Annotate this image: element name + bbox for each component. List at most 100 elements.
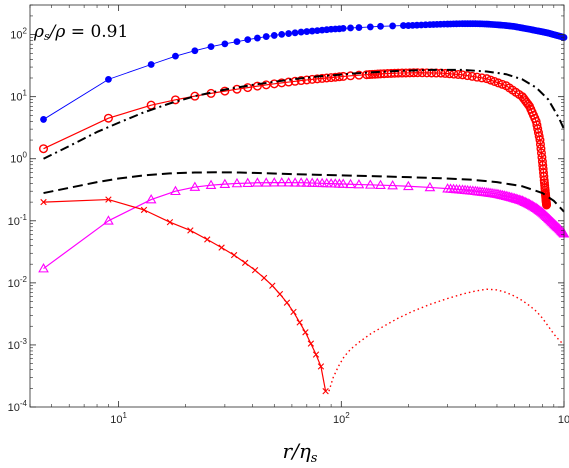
data-point-4-78	[522, 198, 534, 208]
data-point-0-3	[172, 52, 179, 60]
data-point-4-3	[170, 185, 181, 196]
data-point-1-70	[493, 78, 503, 88]
data-point-4-16	[301, 177, 313, 187]
data-point-4-8	[242, 177, 254, 187]
tick-layer: 101 102 10 102 101 100 10-1 10-2 10-3 10-4	[8, 4, 569, 426]
data-point-4-14	[289, 177, 301, 187]
data-point-1-23	[334, 72, 344, 82]
data-point-0-10	[262, 33, 270, 40]
data-point-1-18	[312, 74, 322, 84]
data-point-1-45	[367, 69, 377, 79]
y-tick-label: 100	[10, 151, 27, 166]
x-tick-label: 10	[558, 414, 569, 426]
data-point-4-25	[345, 178, 356, 189]
data-point-0-6	[221, 40, 229, 48]
data-point-4-5	[205, 179, 217, 190]
plot-frame	[29, 4, 565, 408]
data-point-4-50	[454, 184, 465, 194]
data-point-1-64	[462, 71, 472, 81]
data-point-1-3	[170, 95, 180, 105]
data-point-1-46	[370, 69, 380, 79]
series-layer	[38, 20, 569, 395]
data-point-1-17	[307, 74, 317, 84]
data-point-0-9	[254, 34, 261, 42]
data-point-1-88	[535, 139, 545, 149]
series-line-1	[43, 72, 548, 206]
data-point-5-19	[317, 363, 325, 370]
data-point-5-7	[230, 251, 238, 259]
data-point-4-9	[252, 177, 263, 187]
data-point-4-75	[518, 195, 530, 206]
data-point-0-27	[366, 23, 374, 31]
data-point-1-71	[497, 79, 507, 89]
data-point-4-90	[541, 211, 553, 221]
data-point-4-7	[231, 177, 243, 188]
data-point-4-30	[402, 180, 414, 191]
data-point-4-26	[353, 179, 365, 189]
data-point-4-102	[557, 227, 569, 237]
data-point-1-57	[422, 68, 432, 78]
data-point-1-13	[284, 77, 294, 87]
data-point-1-33	[482, 74, 492, 84]
series-line-5	[43, 198, 327, 392]
series-0	[40, 20, 568, 123]
data-point-4-79	[525, 199, 537, 209]
data-point-1-63	[453, 69, 463, 79]
data-point-1-20	[322, 73, 332, 83]
data-point-1-4	[190, 91, 200, 101]
data-point-1-69	[490, 77, 500, 87]
data-point-0-1	[105, 75, 112, 83]
data-point-4-86	[535, 206, 547, 216]
data-point-5-4	[187, 227, 194, 234]
y-tick-label: 10-4	[8, 399, 28, 414]
data-point-1-54	[405, 68, 415, 78]
data-point-0-16	[303, 28, 311, 35]
data-point-1-107	[541, 199, 551, 209]
data-point-4-80	[526, 200, 538, 210]
data-point-4-74	[515, 194, 527, 205]
data-point-1-68	[486, 75, 496, 85]
data-point-0-12	[278, 30, 286, 38]
data-point-5-8	[241, 259, 249, 267]
data-point-4-31	[424, 181, 436, 192]
data-point-1-16	[302, 75, 312, 85]
y-tick-label: 102	[10, 27, 27, 42]
x-tick-label: 102	[333, 411, 350, 426]
series-6	[328, 288, 565, 392]
data-point-1-0	[39, 144, 49, 154]
data-point-1-66	[472, 72, 482, 82]
data-point-1-50	[386, 68, 396, 78]
data-point-1-56	[417, 68, 427, 78]
data-point-4-15	[295, 177, 307, 187]
data-point-0-5	[207, 43, 215, 51]
data-point-0-7	[233, 38, 241, 46]
data-point-5-12	[276, 290, 284, 298]
y-tick-label: 10-2	[8, 275, 28, 290]
data-point-4-17	[306, 177, 318, 187]
data-point-1-78	[522, 97, 532, 107]
data-point-0-25	[347, 24, 354, 32]
y-tick-label: 10-1	[8, 213, 28, 228]
data-point-4-27	[364, 179, 376, 189]
data-point-1-79	[523, 99, 533, 109]
data-point-4-12	[276, 177, 288, 187]
data-point-5-16	[302, 329, 309, 336]
data-point-0-30	[399, 22, 407, 29]
data-point-4-4	[189, 181, 201, 191]
data-point-0-4	[191, 47, 199, 55]
data-point-1-44	[364, 70, 374, 80]
data-point-0-26	[355, 24, 363, 31]
data-point-5-2	[140, 206, 148, 214]
data-point-4-0	[38, 263, 49, 273]
data-point-1-65	[467, 71, 477, 81]
data-point-1-32	[457, 70, 467, 80]
series-5	[40, 196, 329, 395]
data-point-5-11	[269, 282, 276, 289]
data-point-4-11	[268, 177, 280, 187]
data-point-1-67	[477, 73, 487, 83]
data-point-1-55	[409, 68, 419, 78]
data-point-4-6	[219, 178, 231, 188]
data-point-1-25	[346, 71, 356, 81]
data-point-1-9	[252, 81, 262, 91]
